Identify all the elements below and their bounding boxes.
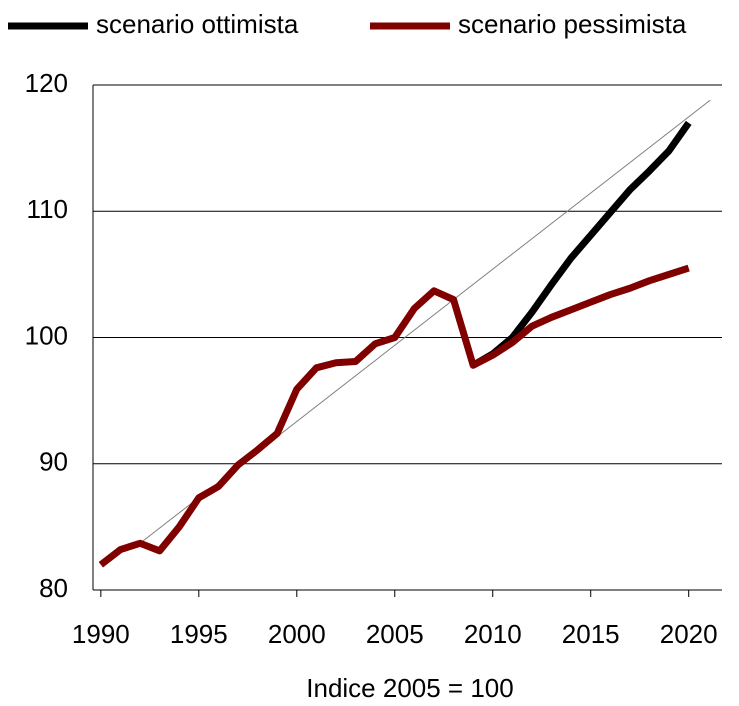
y-tick-label: 100 <box>25 320 68 350</box>
x-tick-label: 2010 <box>464 619 522 649</box>
x-tick-label: 2005 <box>366 619 424 649</box>
series-line <box>98 264 690 568</box>
x-tick-label: 1995 <box>170 619 228 649</box>
x-axis-title: Indice 2005 = 100 <box>306 673 513 703</box>
series-line <box>471 120 692 369</box>
y-tick-label: 110 <box>27 194 68 224</box>
y-tick-label: 120 <box>25 68 68 98</box>
legend-label: scenario ottimista <box>96 9 299 39</box>
x-tick-label: 1990 <box>72 619 130 649</box>
x-tick-label: 2015 <box>562 619 620 649</box>
legend-label: scenario pessimista <box>458 9 687 39</box>
x-tick-label: 2000 <box>268 619 326 649</box>
y-tick-label: 80 <box>39 573 68 603</box>
y-tick-label: 90 <box>39 447 68 477</box>
x-tick-label: 2020 <box>660 619 718 649</box>
